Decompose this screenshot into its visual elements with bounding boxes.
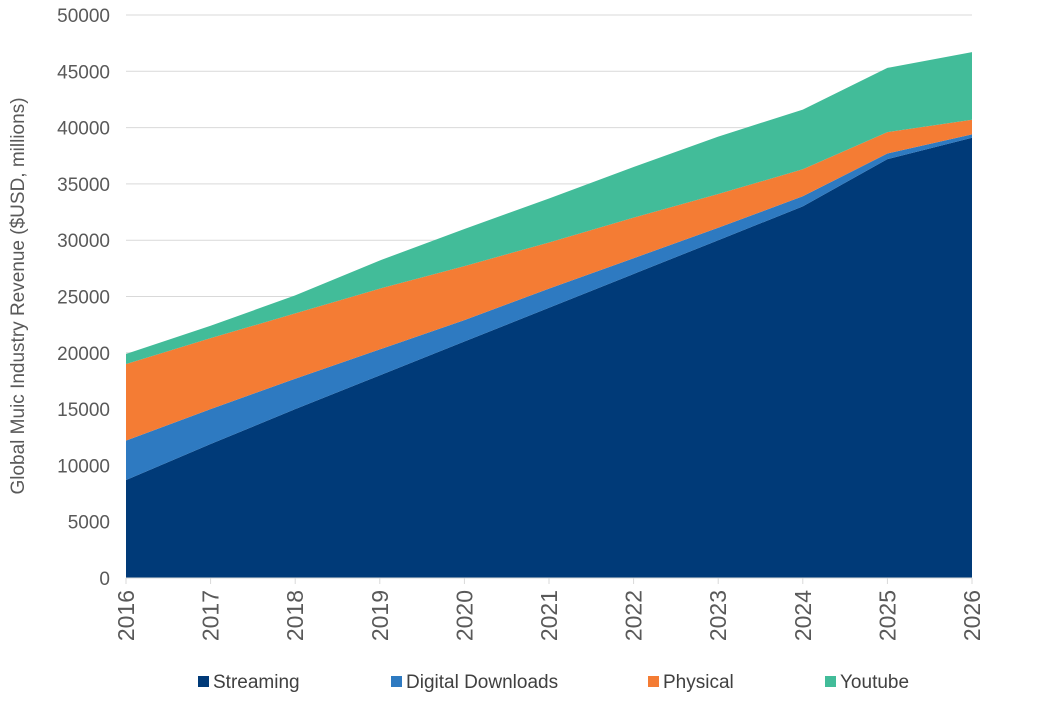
x-tick-label: 2023: [705, 590, 731, 641]
x-tick-label: 2025: [874, 590, 900, 641]
x-axis: [125, 577, 973, 584]
x-tick-label: 2017: [198, 590, 224, 641]
legend-swatch: [825, 676, 836, 687]
x-tick-label: 2018: [282, 590, 308, 641]
y-axis-title: Global Muic Industry Revenue ($USD, mill…: [8, 97, 29, 494]
x-tick-label: 2026: [959, 590, 985, 641]
legend-item-youtube: Youtube: [825, 672, 909, 693]
y-tick-label: 25000: [57, 288, 110, 309]
legend-swatch: [198, 676, 209, 687]
y-tick-label: 10000: [57, 456, 110, 477]
y-tick-label: 30000: [57, 231, 110, 252]
area-digital-downloads: [126, 134, 972, 481]
x-axis-tick-labels: 2016 2017 2018 2019 2020 2021 2022 2023 2024 2025…: [113, 590, 985, 641]
y-tick-label: 15000: [57, 400, 110, 421]
area-physical: [126, 119, 972, 441]
x-tick-label: 2016: [113, 590, 139, 641]
y-tick-label: 0: [99, 569, 110, 590]
x-tick-label: 2019: [367, 590, 393, 641]
x-tick-label: 2020: [451, 590, 477, 641]
legend-swatch: [391, 676, 402, 687]
legend-label: Physical: [663, 672, 734, 693]
legend: Streaming Digital Downloads Physical Youtub…: [198, 672, 909, 693]
legend-item-streaming: Streaming: [198, 672, 300, 693]
area-youtube: [126, 52, 972, 365]
legend-item-digital-downloads: Digital Downloads: [391, 672, 558, 693]
y-tick-label: 40000: [57, 119, 110, 140]
y-tick-label: 20000: [57, 344, 110, 365]
y-tick-label: 5000: [68, 513, 110, 534]
area-streaming: [126, 137, 972, 579]
legend-label: Streaming: [213, 672, 300, 693]
y-tick-label: 50000: [57, 6, 110, 27]
x-tick-label: 2024: [790, 590, 816, 641]
legend-label: Youtube: [840, 672, 909, 693]
y-tick-label: 35000: [57, 175, 110, 196]
legend-label: Digital Downloads: [406, 672, 558, 693]
y-tick-label: 45000: [57, 62, 110, 83]
x-tick-label: 2022: [621, 590, 647, 641]
x-tick-label: 2021: [536, 590, 562, 641]
y-axis-tick-labels: 0 5000 10000 15000 20000 25000 30000 35000 40000…: [57, 6, 110, 590]
legend-swatch: [648, 676, 659, 687]
area-series: [126, 52, 972, 579]
legend-item-physical: Physical: [648, 672, 734, 693]
